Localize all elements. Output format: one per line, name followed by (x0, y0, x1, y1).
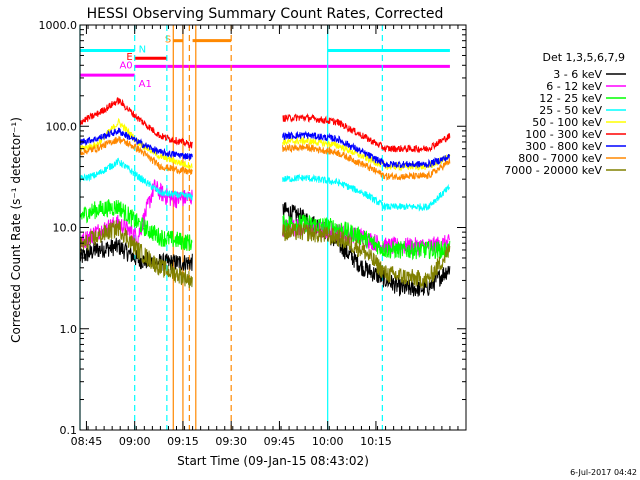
series-line-0-segment-0 (79, 237, 193, 272)
flag-label-e: E (126, 52, 132, 63)
series-line-7-segment-1 (282, 143, 451, 181)
y-tick-label: 0.1 (60, 424, 78, 437)
x-tick-label: 09:00 (119, 435, 151, 448)
legend-label: 300 - 800 keV (525, 140, 602, 153)
legend-label: 100 - 300 keV (525, 128, 602, 141)
footer-date: 6-Jul-2017 04:42 (570, 468, 637, 477)
series-line-6-segment-0 (79, 127, 193, 161)
x-tick-label: 08:45 (71, 435, 103, 448)
x-tick-label: 10:15 (360, 435, 392, 448)
series-line-8-segment-1 (282, 223, 451, 289)
y-axis-label: Corrected Count Rate (s⁻¹ detector⁻¹) (9, 117, 23, 343)
y-axis: 0.1 1.0 10.0 100.0 1000.0 (39, 19, 466, 437)
legend-title: Det 1,3,5,6,7,9 (542, 51, 625, 64)
series-line-3-segment-0 (79, 157, 193, 201)
flag-label-a1: A1 (139, 79, 152, 90)
x-axis-label: Start Time (09-Jan-15 08:43:02) (177, 454, 369, 468)
legend-label: 7000 - 20000 keV (504, 164, 602, 177)
x-axis: 08:45 09:00 09:15 09:30 09:45 10:00 10:15 (71, 25, 467, 448)
series-line-8-segment-0 (79, 220, 193, 289)
legend-label: 50 - 100 keV (532, 116, 602, 129)
flag-label-n: N (139, 44, 146, 55)
legend-label: 25 - 50 keV (539, 104, 602, 117)
y-tick-label: 10.0 (53, 222, 78, 235)
series-line-2-segment-0 (79, 199, 193, 251)
flag-label-a0: A0 (119, 60, 132, 71)
flag-bars: NE S A0 A1 (80, 35, 450, 90)
x-tick-label: 09:15 (167, 435, 199, 448)
legend-label: 12 - 25 keV (539, 92, 602, 105)
x-tick-label: 10:00 (312, 435, 344, 448)
y-tick-label: 1000.0 (39, 19, 78, 32)
x-tick-label: 09:30 (215, 435, 247, 448)
legend-label: 3 - 6 keV (553, 68, 602, 81)
y-tick-label: 1.0 (60, 323, 78, 336)
series-line-5-segment-1 (282, 112, 451, 154)
chart-title: HESSI Observing Summary Count Rates, Cor… (87, 6, 444, 22)
series-line-5-segment-0 (79, 97, 193, 149)
flag-label-s: S (165, 35, 171, 46)
y-tick-label: 100.0 (46, 120, 78, 133)
series-line-7-segment-0 (79, 135, 193, 175)
legend-label: 800 - 7000 keV (518, 152, 602, 165)
series-lines (79, 97, 451, 297)
series-line-3-segment-1 (282, 173, 451, 212)
series-line-6-segment-1 (282, 130, 451, 169)
legend-label: 6 - 12 keV (546, 80, 602, 93)
x-tick-label: 09:45 (264, 435, 296, 448)
